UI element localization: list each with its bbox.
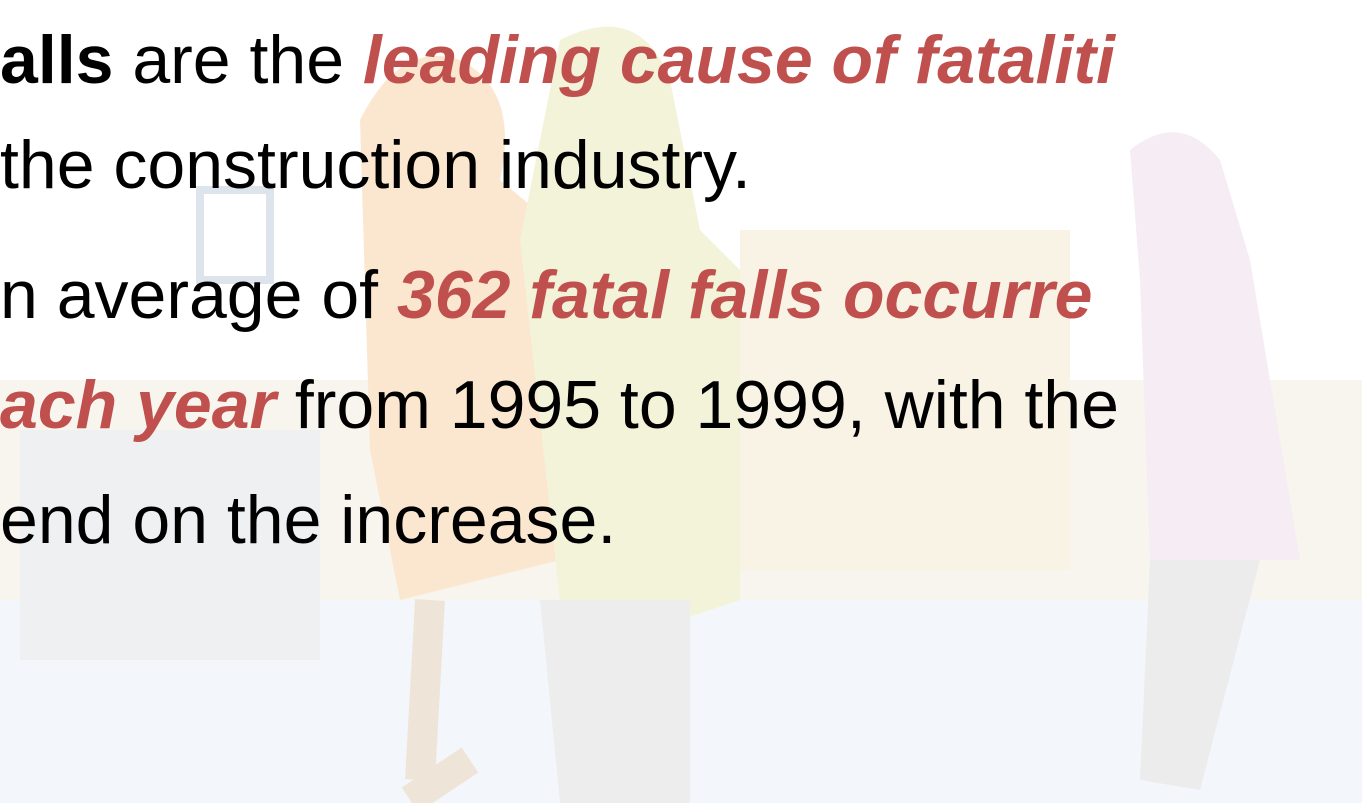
man-legs <box>540 600 690 803</box>
text-line: the construction industry. <box>0 125 751 205</box>
text-line: ach year from 1995 to 1999, with the <box>0 365 1119 445</box>
text-run: end on the increase. <box>0 482 616 558</box>
text-run: 362 fatal falls occurre <box>397 257 1092 333</box>
text-line: end on the increase. <box>0 480 616 560</box>
text-line: n average of 362 fatal falls occurre <box>0 255 1092 335</box>
text-run: n average of <box>0 257 397 333</box>
text-run: alls <box>0 22 113 98</box>
text-run: are the <box>113 22 363 98</box>
text-run: ach year <box>0 367 276 443</box>
salesman-figure <box>1130 132 1300 560</box>
text-run: the construction industry. <box>0 127 751 203</box>
slide: alls are the leading cause of fataliti t… <box>0 0 1362 803</box>
text-run: from 1995 to 1999, with the <box>276 367 1119 443</box>
text-line: alls are the leading cause of fataliti <box>0 20 1115 100</box>
text-run: leading cause of fataliti <box>363 22 1115 98</box>
